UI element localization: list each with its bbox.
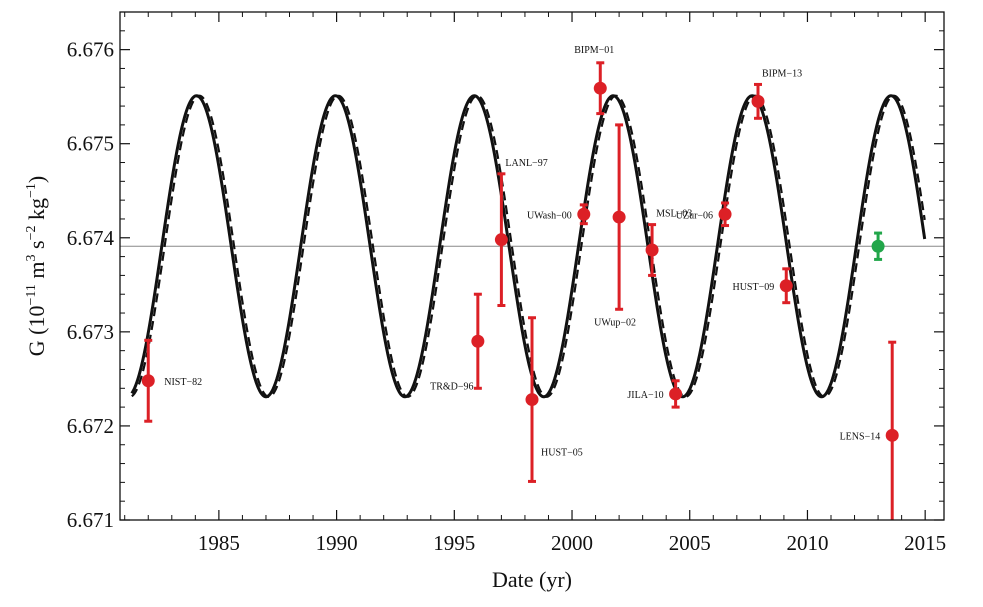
data-marker — [645, 243, 659, 257]
y-tick-label: 6.676 — [67, 38, 114, 62]
data-point-MSL−03 — [645, 223, 659, 277]
data-marker — [779, 279, 793, 293]
point-label: UWash−00 — [527, 210, 572, 221]
x-tick-label: 1990 — [316, 531, 358, 555]
data-marker — [751, 94, 765, 108]
ticks-layer: 1985 1990 1995 2000 2005 2010 2015 6.671 6.672 6.… — [67, 11, 946, 555]
data-point-BIPM−01 — [593, 61, 607, 116]
data-point-LENS−14 — [885, 340, 899, 520]
x-tick-label: 2010 — [786, 531, 828, 555]
point-label: LENS−14 — [840, 431, 881, 442]
point-label: HUST−05 — [541, 448, 583, 459]
point-label: JILA−10 — [627, 390, 663, 401]
y-tick-label: 6.675 — [67, 132, 114, 156]
y-tick-label: 6.674 — [67, 226, 115, 250]
data-marker — [871, 239, 885, 253]
plot-frame — [119, 11, 945, 521]
data-point-NIST−82 — [141, 338, 155, 423]
data-point-LANL−97 — [494, 172, 508, 308]
x-axis-label: Date (yr) — [492, 567, 572, 592]
data-marker — [593, 81, 607, 95]
data-marker — [471, 334, 485, 348]
data-point-UWash−00 — [577, 203, 591, 226]
x-tick-label: 2005 — [669, 531, 711, 555]
data-marker — [885, 428, 899, 442]
point-label: UWup−02 — [594, 317, 636, 328]
data-marker — [525, 393, 539, 407]
point-label: HUST−09 — [732, 282, 774, 293]
point-label: TR&D−96 — [430, 381, 473, 392]
data-marker — [141, 374, 155, 388]
data-marker — [669, 387, 683, 401]
x-tick-label: 1995 — [433, 531, 475, 555]
y-axis-label: G (10−11 m3 s−2 kg−1) — [24, 176, 49, 356]
y-tick-label: 6.671 — [67, 508, 114, 532]
y-tick-label: 6.673 — [67, 320, 114, 344]
data-marker — [577, 207, 591, 221]
data-point-UWup−02 — [612, 123, 626, 311]
data-marker — [494, 233, 508, 247]
fit-curve-dashed — [131, 94, 926, 398]
data-point-highlight — [871, 231, 885, 261]
y-tick-label: 6.672 — [67, 414, 114, 438]
data-marker — [718, 207, 732, 221]
point-label: BIPM−13 — [762, 68, 802, 79]
point-label: BIPM−01 — [574, 45, 614, 56]
point-label: NIST−82 — [164, 377, 202, 388]
data-point-HUST−09 — [779, 267, 793, 305]
x-tick-label: 2000 — [551, 531, 593, 555]
point-labels-layer: NIST−82 TR&D−96 LANL−97 HUST−05 UWash−00 BIPM… — [164, 45, 880, 459]
x-tick-label: 2015 — [904, 531, 946, 555]
data-point-HUST−05 — [525, 316, 539, 483]
data-point-BIPM−13 — [751, 82, 765, 120]
data-points-layer — [141, 61, 899, 520]
point-label: MSL−03 — [656, 209, 692, 220]
data-marker — [612, 210, 626, 224]
point-label: LANL−97 — [505, 158, 547, 169]
x-tick-label: 1985 — [198, 531, 240, 555]
data-point-UZur−06 — [718, 201, 732, 228]
data-point-JILA−10 — [669, 379, 683, 409]
point-label: UZur−06 — [676, 210, 713, 221]
data-point-TR&D−96 — [471, 292, 485, 390]
